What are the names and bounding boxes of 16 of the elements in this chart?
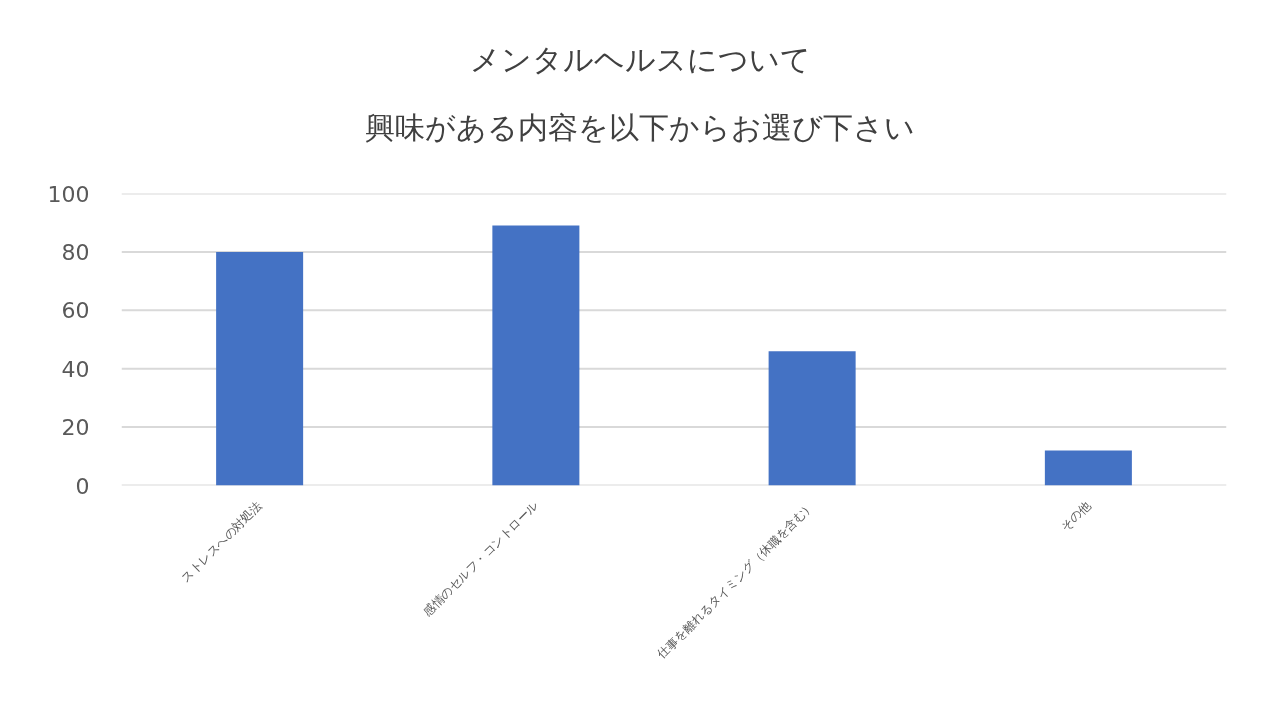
y-tick-label: 60: [61, 298, 90, 324]
x-tick-label: ストレスへの対処法: [178, 498, 265, 585]
y-tick-label: 100: [47, 181, 90, 207]
y-tick-label: 0: [75, 473, 90, 499]
bar: [492, 225, 580, 486]
y-tick-label: 40: [61, 356, 90, 382]
chart-subtitle: 興味がある内容を以下からお選び下さい: [365, 110, 915, 146]
bar: [1044, 450, 1132, 486]
x-tick-label: その他: [1057, 498, 1094, 534]
bar: [216, 251, 304, 486]
x-tick-label: 仕事を離れるタイミング（休職を含む）: [653, 498, 818, 662]
y-tick-label: 80: [61, 239, 90, 265]
y-tick-label: 20: [61, 415, 90, 441]
chart-title: メンタルヘルスについて: [469, 42, 811, 78]
bar: [768, 351, 856, 486]
x-tick-label: 感情のセルフ・コントロール: [420, 498, 541, 619]
